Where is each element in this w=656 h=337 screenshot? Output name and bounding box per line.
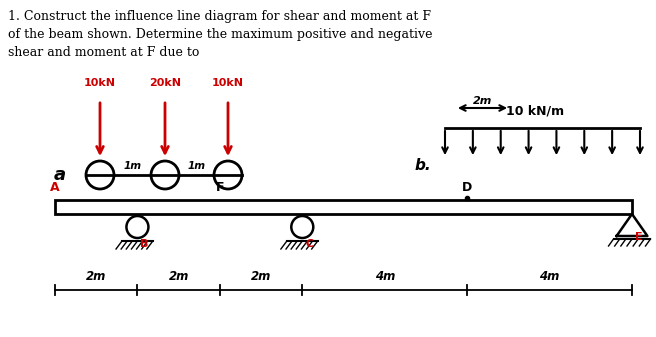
Text: F: F: [216, 181, 224, 194]
Text: a: a: [54, 166, 66, 184]
Text: 2m: 2m: [86, 270, 106, 283]
Text: 2m: 2m: [169, 270, 189, 283]
Text: 20kN: 20kN: [149, 78, 181, 88]
Text: 10 kN/m: 10 kN/m: [506, 105, 564, 118]
Text: E: E: [635, 232, 643, 242]
Text: 1m: 1m: [123, 161, 142, 171]
Text: D: D: [462, 181, 472, 194]
Text: A: A: [51, 181, 60, 194]
Text: shear and moment at F due to: shear and moment at F due to: [8, 46, 199, 59]
Text: 1. Construct the influence line diagram for shear and moment at F: 1. Construct the influence line diagram …: [8, 10, 431, 23]
Text: B: B: [140, 239, 149, 249]
Text: 2m: 2m: [251, 270, 272, 283]
Text: 10kN: 10kN: [84, 78, 116, 88]
Text: 2m: 2m: [473, 96, 492, 106]
Text: 10kN: 10kN: [212, 78, 244, 88]
Text: of the beam shown. Determine the maximum positive and negative: of the beam shown. Determine the maximum…: [8, 28, 432, 41]
Text: b.: b.: [415, 158, 432, 173]
Text: C: C: [305, 239, 314, 249]
Text: 4m: 4m: [539, 270, 560, 283]
Bar: [55, 200, 632, 214]
Text: 4m: 4m: [375, 270, 395, 283]
Text: 1m: 1m: [188, 161, 205, 171]
